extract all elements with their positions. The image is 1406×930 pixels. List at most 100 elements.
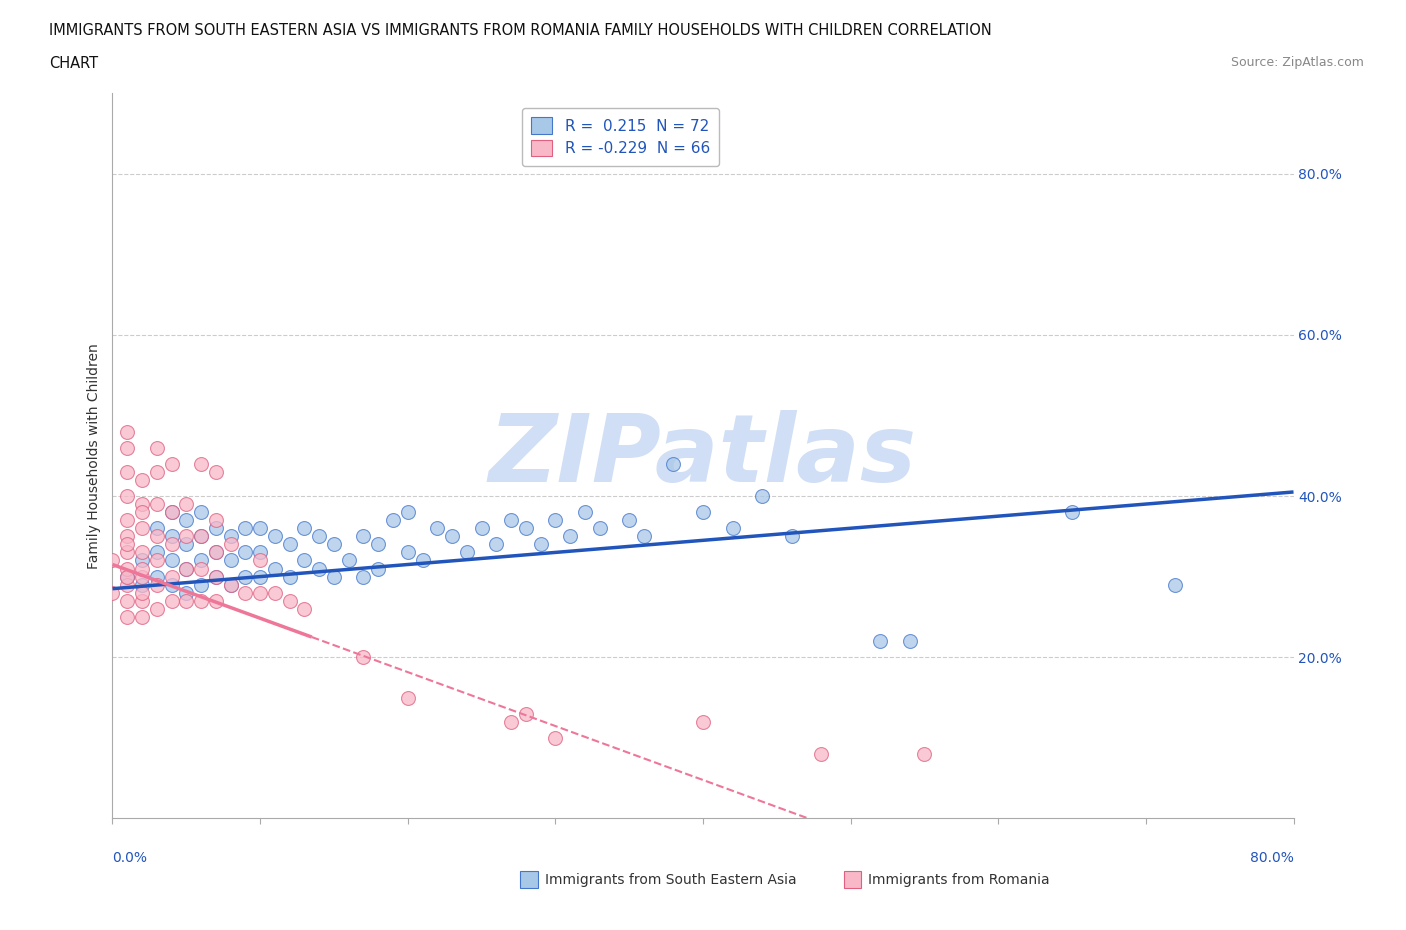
- Point: [352, 569, 374, 584]
- Point: [131, 578, 153, 592]
- Point: [662, 457, 685, 472]
- Point: [205, 521, 228, 536]
- Legend: R =  0.215  N = 72, R = -0.229  N = 66: R = 0.215 N = 72, R = -0.229 N = 66: [522, 108, 718, 166]
- Point: [131, 497, 153, 512]
- Point: [146, 464, 169, 479]
- Point: [131, 545, 153, 560]
- Point: [190, 457, 212, 472]
- Text: ZIPatlas: ZIPatlas: [489, 410, 917, 501]
- Point: [367, 537, 389, 551]
- Point: [558, 529, 582, 544]
- Point: [131, 569, 153, 584]
- Point: [117, 569, 138, 584]
- Point: [278, 537, 301, 551]
- Point: [190, 505, 212, 520]
- Point: [426, 521, 449, 536]
- Point: [470, 521, 494, 536]
- Point: [574, 505, 596, 520]
- Point: [146, 569, 169, 584]
- Point: [264, 529, 287, 544]
- Point: [396, 690, 419, 705]
- Point: [131, 505, 153, 520]
- Point: [174, 529, 197, 544]
- Point: [117, 488, 138, 503]
- Point: [278, 569, 301, 584]
- Point: [205, 593, 228, 608]
- Point: [308, 561, 330, 576]
- Text: IMMIGRANTS FROM SOUTH EASTERN ASIA VS IMMIGRANTS FROM ROMANIA FAMILY HOUSEHOLDS : IMMIGRANTS FROM SOUTH EASTERN ASIA VS IM…: [49, 23, 993, 38]
- Point: [205, 464, 228, 479]
- Point: [367, 561, 389, 576]
- Point: [692, 505, 714, 520]
- Point: [160, 505, 183, 520]
- Point: [914, 747, 936, 762]
- Point: [190, 529, 212, 544]
- Point: [160, 578, 183, 592]
- Text: Source: ZipAtlas.com: Source: ZipAtlas.com: [1230, 56, 1364, 69]
- Point: [174, 593, 197, 608]
- Point: [529, 537, 551, 551]
- Point: [441, 529, 464, 544]
- Point: [352, 650, 374, 665]
- Text: 80.0%: 80.0%: [1250, 851, 1294, 865]
- Point: [692, 714, 714, 729]
- Point: [219, 578, 242, 592]
- Point: [619, 512, 641, 527]
- Point: [382, 512, 405, 527]
- Point: [501, 512, 523, 527]
- Point: [205, 569, 228, 584]
- Point: [515, 521, 537, 536]
- Point: [249, 553, 271, 568]
- Point: [160, 457, 183, 472]
- Point: [233, 521, 256, 536]
- Point: [117, 569, 138, 584]
- Text: Immigrants from Romania: Immigrants from Romania: [869, 872, 1050, 887]
- Point: [205, 569, 228, 584]
- Point: [146, 553, 169, 568]
- Point: [292, 521, 315, 536]
- Point: [190, 529, 212, 544]
- Point: [544, 512, 567, 527]
- Point: [205, 512, 228, 527]
- Point: [146, 529, 169, 544]
- Point: [219, 578, 242, 592]
- Point: [233, 545, 256, 560]
- Point: [205, 545, 228, 560]
- Point: [117, 464, 138, 479]
- Point: [146, 578, 169, 592]
- Point: [456, 545, 478, 560]
- Point: [751, 488, 773, 503]
- Point: [337, 553, 360, 568]
- Point: [219, 537, 242, 551]
- Point: [174, 561, 197, 576]
- Point: [205, 545, 228, 560]
- Point: [249, 585, 271, 600]
- Point: [249, 521, 271, 536]
- Text: 0.0%: 0.0%: [112, 851, 148, 865]
- Point: [101, 553, 124, 568]
- Point: [146, 602, 169, 617]
- Point: [117, 529, 138, 544]
- Point: [869, 633, 891, 648]
- Point: [117, 424, 138, 439]
- Point: [174, 585, 197, 600]
- Point: [174, 537, 197, 551]
- Point: [131, 561, 153, 576]
- Point: [131, 609, 153, 624]
- Point: [292, 553, 315, 568]
- Point: [160, 529, 183, 544]
- Point: [131, 593, 153, 608]
- Point: [308, 529, 330, 544]
- Point: [146, 440, 169, 455]
- Point: [160, 537, 183, 551]
- Point: [396, 545, 419, 560]
- Point: [190, 578, 212, 592]
- Point: [898, 633, 921, 648]
- Point: [160, 569, 183, 584]
- Point: [174, 561, 197, 576]
- Point: [219, 553, 242, 568]
- Text: Immigrants from South Eastern Asia: Immigrants from South Eastern Asia: [546, 872, 797, 887]
- Point: [160, 553, 183, 568]
- Point: [160, 593, 183, 608]
- Point: [117, 545, 138, 560]
